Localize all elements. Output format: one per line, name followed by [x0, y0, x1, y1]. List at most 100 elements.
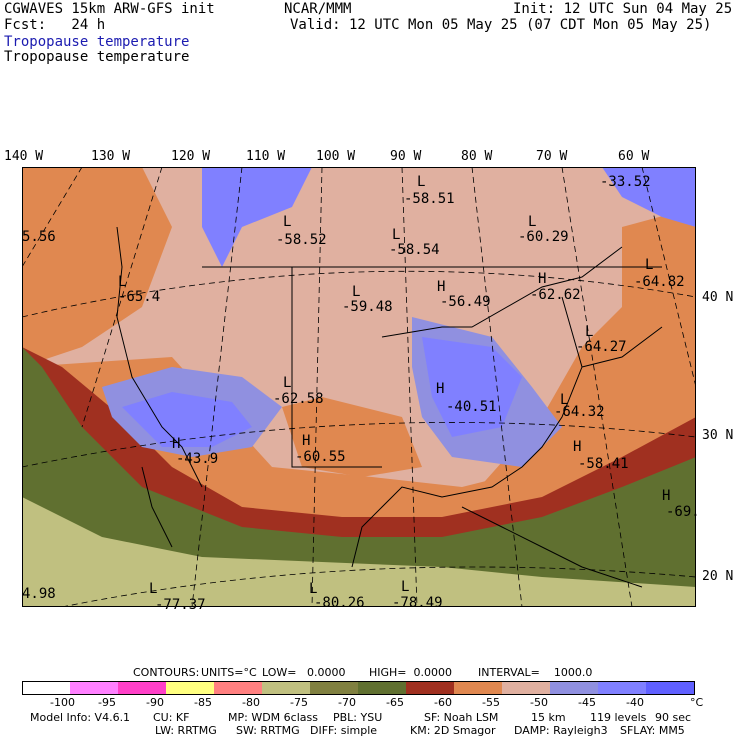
colorbar-swatch	[166, 681, 214, 695]
colorbar-swatch	[406, 681, 454, 695]
forecast-hour: Fcst: 24 h	[4, 17, 106, 33]
lon-label-120w: 120 W	[171, 149, 211, 164]
units-label: UNITS=°C	[201, 666, 257, 679]
extremum-symbol: L	[401, 579, 410, 595]
extremum-symbol: L	[560, 392, 569, 408]
extremum-value: -69.	[666, 504, 700, 520]
colorbar-swatch	[214, 681, 262, 695]
lat-label-20n: 20 N	[702, 569, 734, 584]
extremum-symbol: 5.56	[22, 229, 56, 245]
colorbar-label: -60	[434, 696, 452, 709]
colorbar-swatch	[118, 681, 166, 695]
colorbar-label: -75	[290, 696, 308, 709]
init-time: Init: 12 UTC Sun 04 May 25	[513, 1, 733, 17]
extremum-symbol: L	[283, 375, 292, 391]
extremum-value: -58.52	[276, 232, 327, 248]
field-title-shaded: Tropopause temperature	[4, 34, 190, 50]
extremum-value: -64.27	[576, 339, 627, 355]
organization: NCAR/MMM	[284, 1, 352, 17]
extremum-symbol: H	[662, 488, 671, 504]
interval-label: INTERVAL= 1000.0	[478, 666, 593, 679]
model-info-mp: MP: WDM 6class	[228, 711, 318, 724]
lon-label-90w: 90 W	[390, 149, 422, 164]
lon-label-70w: 70 W	[536, 149, 568, 164]
model-info-cu: CU: KF	[153, 711, 190, 724]
colorbar-label: -95	[98, 696, 116, 709]
colorbar-swatch	[358, 681, 406, 695]
extremum-value: -62.62	[530, 287, 581, 303]
colorbar-swatch	[550, 681, 598, 695]
extremum-symbol: L	[392, 227, 401, 243]
shading-band-45-east	[422, 337, 522, 437]
extremum-value: -62.58	[273, 391, 324, 407]
model-info-lw: LW: RRTMG	[155, 724, 217, 737]
extremum-value: -59.48	[342, 299, 393, 315]
model-info-res: 15 km	[531, 711, 566, 724]
extremum-value: -58.41	[578, 456, 629, 472]
lon-label-100w: 100 W	[316, 149, 356, 164]
extremum-symbol: H	[436, 381, 445, 397]
model-info-damp: DAMP: Rayleigh3	[514, 724, 608, 737]
colorbar-swatch	[646, 681, 695, 695]
extremum-value: -77.37	[155, 597, 206, 613]
extremum-symbol: L	[585, 324, 594, 340]
lon-label-110w: 110 W	[246, 149, 286, 164]
model-info-km: KM: 2D Smagor	[410, 724, 496, 737]
extremum-symbol: L	[352, 284, 361, 300]
extremum-value: -65.4	[118, 289, 161, 305]
colorbar-swatch	[70, 681, 118, 695]
lat-label-30n: 30 N	[702, 428, 734, 443]
extremum-symbol: L	[118, 274, 127, 290]
colorbar-swatch	[310, 681, 358, 695]
extremum-symbol: H	[302, 433, 311, 449]
extremum-symbol: -33.52	[600, 174, 651, 190]
shading-band-45-west	[122, 392, 252, 447]
model-info-pbl: PBL: YSU	[333, 711, 383, 724]
low-label: LOW= 0.0000	[262, 666, 346, 679]
colorbar-label: -55	[482, 696, 500, 709]
lon-label-130w: 130 W	[91, 149, 131, 164]
model-title: CGWAVES 15km ARW-GFS init	[4, 1, 215, 17]
model-info-levels: 119 levels	[590, 711, 647, 724]
colorbar-label: -85	[194, 696, 212, 709]
model-info-sf: SF: Noah LSM	[424, 711, 499, 724]
colorbar-swatch	[454, 681, 502, 695]
colorbar-label: -45	[578, 696, 596, 709]
extremum-value: -40.51	[446, 399, 497, 415]
colorbar-label: -90	[146, 696, 164, 709]
extremum-symbol: L	[283, 214, 292, 230]
colorbar-label: -40	[626, 696, 644, 709]
shading-band-75	[22, 497, 696, 607]
extremum-value: -56.49	[440, 294, 491, 310]
lon-label-80w: 80 W	[461, 149, 493, 164]
tropopause-temperature-map	[22, 167, 696, 607]
extremum-symbol: L	[417, 174, 426, 190]
extremum-symbol: L	[528, 214, 537, 230]
extremum-symbol: L	[309, 581, 318, 597]
extremum-value: -78.49	[392, 595, 443, 611]
colorbar-swatch	[502, 681, 550, 695]
field-title-contour: Tropopause temperature	[4, 49, 190, 65]
extremum-symbol: H	[573, 439, 582, 455]
extremum-value: -60.29	[518, 229, 569, 245]
high-label: HIGH= 0.0000	[369, 666, 453, 679]
colorbar-swatch	[262, 681, 310, 695]
colorbar-label: -100	[50, 696, 75, 709]
extremum-symbol: L	[645, 257, 654, 273]
shading-band-65	[22, 347, 696, 547]
model-info-timestep: 90 sec	[655, 711, 692, 724]
colorbar-swatch	[22, 681, 71, 695]
lon-label-60w: 60 W	[618, 149, 650, 164]
model-info-sw: SW: RRTMG	[236, 724, 300, 737]
extremum-symbol: H	[172, 436, 181, 452]
extremum-value: -64.32	[554, 404, 605, 420]
shading-band-60-nw	[22, 167, 82, 237]
extremum-value: -43.9	[176, 451, 219, 467]
model-info-sflay: SFLAY: MM5	[620, 724, 685, 737]
colorbar-label: -70	[338, 696, 356, 709]
colorbar-label: -80	[242, 696, 260, 709]
colorbar-label: °C	[690, 696, 704, 709]
contours-label: CONTOURS:	[133, 666, 200, 679]
extremum-symbol: L	[149, 581, 158, 597]
extremum-value: -60.55	[295, 449, 346, 465]
